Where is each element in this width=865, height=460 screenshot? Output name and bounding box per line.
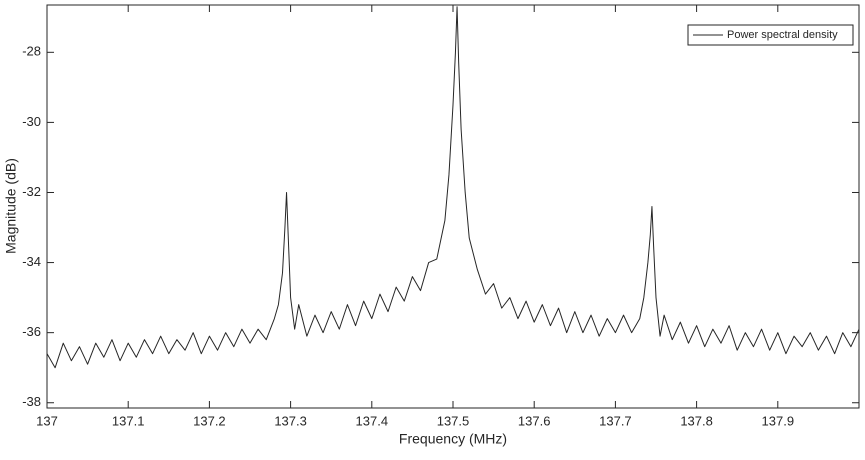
- x-tick-label: 137: [36, 413, 58, 428]
- plot-frame: [46, 4, 860, 409]
- x-tick-label: 137.4: [356, 413, 389, 428]
- y-tick-label: -28: [22, 44, 41, 59]
- x-tick-label: 137.3: [274, 413, 307, 428]
- y-axis-label: Magnitude (dB): [3, 158, 19, 254]
- y-tick-label: -34: [22, 254, 41, 269]
- x-tick-label: 137.5: [437, 413, 470, 428]
- y-tick-label: -30: [22, 114, 41, 129]
- x-tick-label: 137.1: [112, 413, 145, 428]
- legend-label: Power spectral density: [727, 29, 838, 41]
- legend-box: [687, 24, 854, 46]
- x-tick-label: 137.9: [762, 413, 795, 428]
- psd-line: [46, 6, 860, 369]
- x-tick-label: 137.6: [518, 413, 551, 428]
- y-tick-label: -36: [22, 324, 41, 339]
- x-tick-label: 137.2: [193, 413, 226, 428]
- x-axis-label: Frequency (MHz): [399, 431, 507, 447]
- x-tick-label: 137.8: [680, 413, 713, 428]
- y-tick-label: -38: [22, 394, 41, 409]
- y-tick-label: -32: [22, 184, 41, 199]
- x-tick-label: 137.7: [599, 413, 632, 428]
